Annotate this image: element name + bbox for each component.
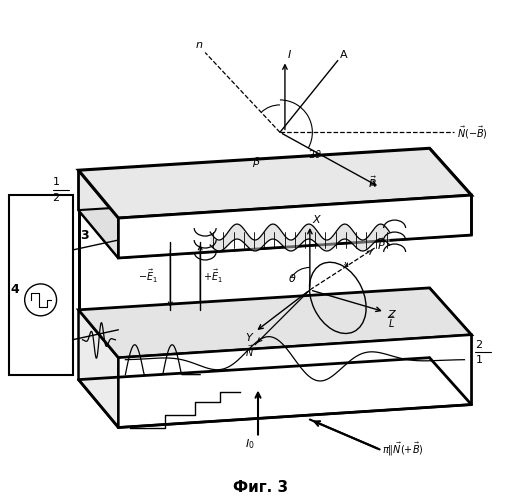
Text: Y: Y	[245, 333, 252, 343]
Text: 4: 4	[10, 284, 19, 296]
Text: $+\vec{E}_1$: $+\vec{E}_1$	[203, 268, 223, 284]
Text: $\pi\|\vec{N}(+\vec{B})$: $\pi\|\vec{N}(+\vec{B})$	[382, 441, 423, 458]
Text: 2: 2	[475, 340, 483, 349]
Polygon shape	[118, 335, 471, 428]
Text: Z: Z	[388, 310, 395, 320]
Text: X: X	[313, 215, 321, 225]
Text: $-\vec{E}_1$: $-\vec{E}_1$	[139, 268, 158, 284]
Text: $I_0$: $I_0$	[245, 438, 255, 452]
Polygon shape	[78, 288, 471, 358]
Text: $\vec{P}$: $\vec{P}$	[377, 236, 385, 252]
Polygon shape	[78, 188, 471, 258]
Text: $\vec{R}$: $\vec{R}$	[368, 174, 377, 190]
Text: 1: 1	[475, 354, 482, 364]
Text: $\beta$: $\beta$	[252, 155, 261, 169]
Text: $2\theta$: $2\theta$	[308, 148, 322, 160]
Text: 2: 2	[53, 193, 60, 203]
Polygon shape	[118, 195, 471, 258]
Text: Фиг. 3: Фиг. 3	[233, 480, 289, 495]
Text: A: A	[340, 50, 347, 59]
Text: $\theta$: $\theta$	[288, 272, 297, 284]
Text: $\vec{N}(-\vec{B})$: $\vec{N}(-\vec{B})$	[458, 124, 488, 140]
Text: $\vec{L}$: $\vec{L}$	[388, 315, 395, 330]
Polygon shape	[9, 195, 73, 374]
Text: 3: 3	[81, 228, 89, 241]
Text: $\vec{N}$: $\vec{N}$	[245, 344, 254, 360]
Polygon shape	[210, 224, 390, 251]
Text: I: I	[288, 50, 291, 59]
Polygon shape	[78, 170, 118, 258]
Polygon shape	[78, 310, 118, 428]
Polygon shape	[429, 288, 471, 405]
Text: n: n	[195, 40, 202, 50]
Text: 1: 1	[53, 177, 60, 187]
Polygon shape	[429, 148, 471, 235]
Polygon shape	[78, 148, 471, 218]
